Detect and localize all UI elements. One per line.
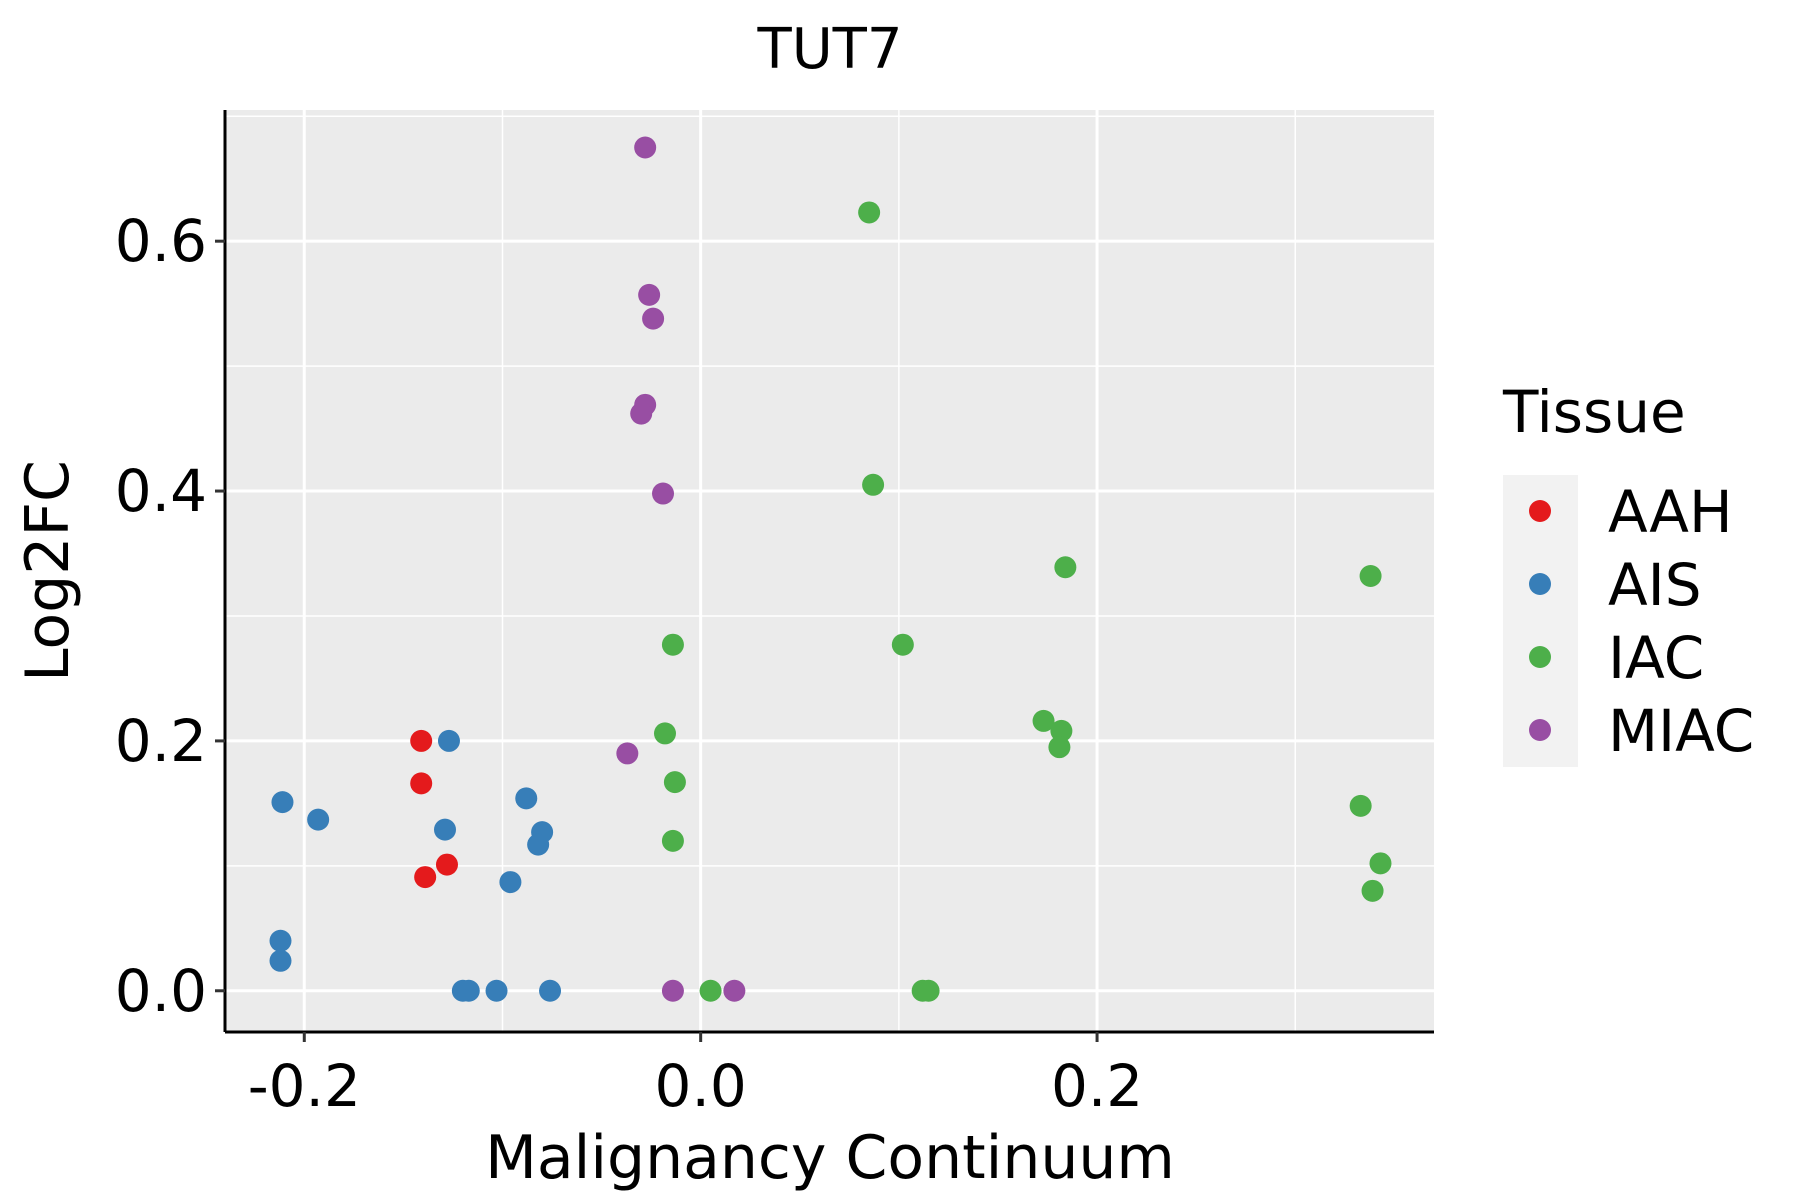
- legend-title: Tissue: [1502, 378, 1686, 446]
- legend-label-iac: IAC: [1608, 624, 1704, 692]
- data-point-iac: [1054, 556, 1077, 579]
- data-point-ais: [437, 729, 460, 752]
- data-point-iac: [1369, 852, 1392, 875]
- data-point-iac: [1032, 709, 1055, 732]
- x-axis-title: Malignancy Continuum: [485, 1123, 1175, 1193]
- plot-panel: [225, 110, 1434, 1032]
- legend-key-background: [1503, 475, 1578, 767]
- data-point-ais: [457, 979, 480, 1002]
- legend-key-miac: [1529, 719, 1551, 741]
- data-points: [269, 136, 1392, 1002]
- data-point-iac: [862, 473, 885, 496]
- y-tick-label: 0.4: [115, 457, 207, 525]
- y-tick-label: 0.2: [115, 707, 207, 775]
- data-point-aah: [410, 772, 433, 795]
- data-point-ais: [269, 929, 292, 952]
- y-axis-title: Log2FC: [13, 460, 83, 682]
- x-tick-label: 0.2: [1051, 1052, 1143, 1120]
- x-axis-ticks: -0.2 0.0 0.2: [248, 1032, 1143, 1120]
- y-axis-ticks: 0.0 0.2 0.4 0.6: [115, 207, 225, 1025]
- data-point-iac: [1048, 736, 1071, 759]
- x-tick-label: -0.2: [248, 1052, 361, 1120]
- data-point-iac: [1050, 719, 1073, 742]
- data-point-ais: [515, 787, 538, 810]
- data-point-iac: [663, 771, 686, 794]
- data-point-aah: [435, 853, 458, 876]
- chart-title: TUT7: [756, 17, 902, 82]
- data-point-miac: [642, 307, 665, 330]
- data-point-aah: [414, 866, 437, 889]
- data-point-miac: [652, 482, 675, 505]
- legend-key-iac: [1529, 646, 1551, 668]
- data-point-iac: [891, 633, 914, 656]
- data-point-iac: [1359, 564, 1382, 587]
- data-point-miac: [638, 283, 661, 306]
- data-point-iac: [1361, 879, 1384, 902]
- legend-label-miac: MIAC: [1608, 697, 1754, 765]
- data-point-iac: [661, 829, 684, 852]
- data-point-ais: [485, 979, 508, 1002]
- x-tick-label: 0.0: [655, 1052, 747, 1120]
- data-point-ais: [539, 979, 562, 1002]
- data-point-iac: [1349, 794, 1372, 817]
- data-point-iac: [917, 979, 940, 1002]
- data-point-miac: [634, 136, 657, 159]
- data-point-iac: [653, 722, 676, 745]
- legend-label-aah: AAH: [1608, 478, 1733, 546]
- data-point-ais: [499, 871, 522, 894]
- data-point-ais: [527, 833, 550, 856]
- data-point-iac: [699, 979, 722, 1002]
- legend-key-ais: [1529, 573, 1551, 595]
- y-tick-label: 0.0: [115, 957, 207, 1025]
- data-point-iac: [661, 633, 684, 656]
- data-point-ais: [269, 949, 292, 972]
- data-point-miac: [630, 402, 653, 425]
- legend-key-aah: [1529, 500, 1551, 522]
- y-tick-label: 0.6: [115, 207, 207, 275]
- data-point-miac: [723, 979, 746, 1002]
- data-point-iac: [858, 201, 881, 224]
- legend-label-ais: AIS: [1608, 551, 1702, 619]
- data-point-miac: [661, 979, 684, 1002]
- data-point-aah: [410, 729, 433, 752]
- data-point-ais: [433, 818, 456, 841]
- data-point-miac: [616, 742, 639, 765]
- data-point-ais: [271, 791, 294, 814]
- data-point-ais: [307, 808, 330, 831]
